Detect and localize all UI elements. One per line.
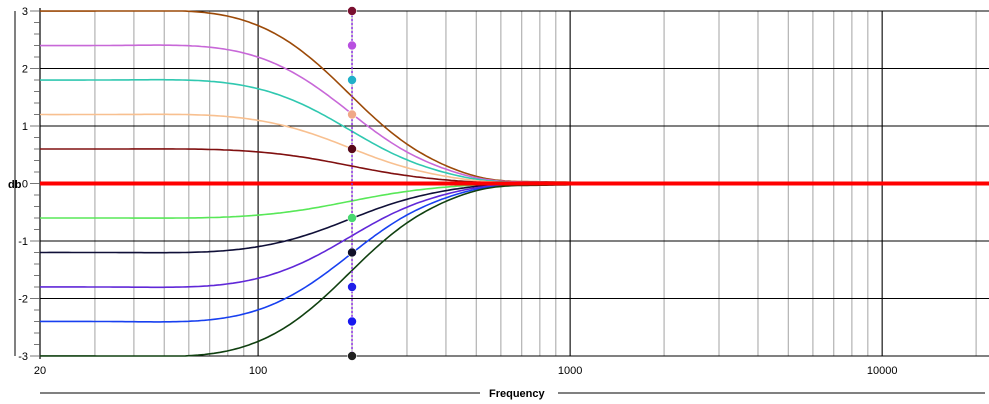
gain-marker-4[interactable] [348,145,357,154]
gain-marker-0[interactable] [348,7,357,16]
gain-marker-1[interactable] [348,41,357,50]
x-tick-label: 100 [249,365,267,377]
x-axis-title: Frequency [489,388,546,400]
gain-marker-6[interactable] [348,248,357,257]
gain-marker-8[interactable] [348,317,357,326]
gain-marker-5[interactable] [348,214,357,223]
x-tick-label: 1000 [558,365,582,377]
x-tick-label: 10000 [867,365,898,377]
y-tick-label: 0 [22,179,28,191]
x-tick-label: 20 [34,365,46,377]
gain-marker-9[interactable] [348,352,357,361]
gain-marker-3[interactable] [348,110,357,119]
y-tick-label: -1 [18,236,28,248]
y-tick-label: 3 [22,6,28,18]
y-tick-label: -3 [18,351,28,363]
gain-marker-7[interactable] [348,283,357,292]
y-axis-title: db [8,179,22,191]
y-tick-label: 1 [22,121,28,133]
y-tick-label: 2 [22,64,28,76]
y-tick-label: -2 [18,294,28,306]
gain-marker-2[interactable] [348,76,357,85]
